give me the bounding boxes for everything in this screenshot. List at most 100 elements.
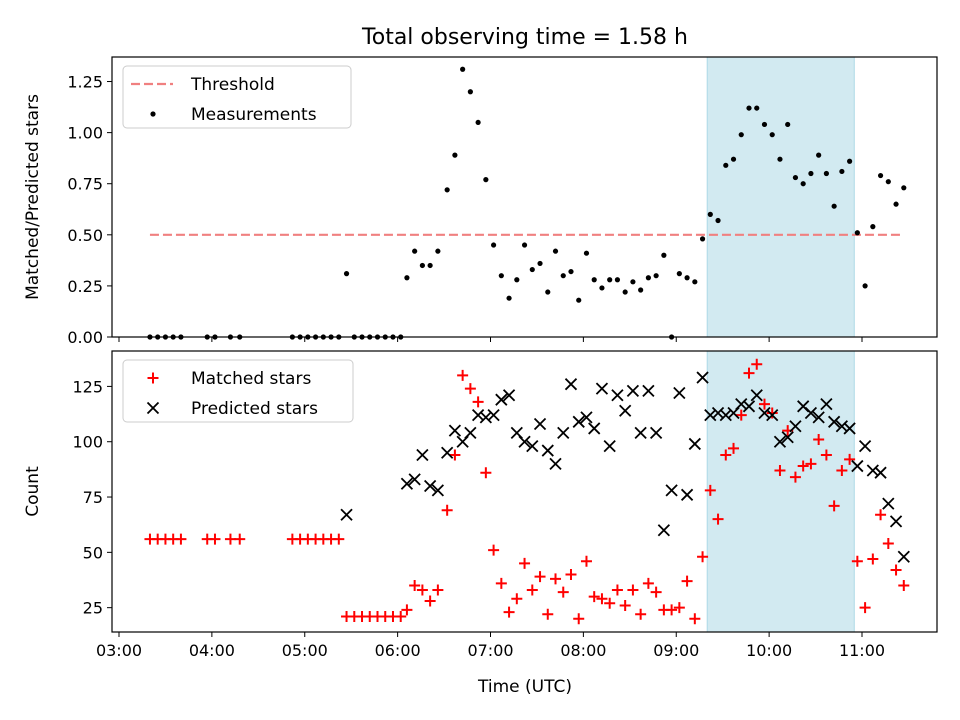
plus-point <box>813 434 825 446</box>
legend-label: Predicted stars <box>191 399 318 419</box>
plus-point <box>720 449 732 461</box>
plus-point <box>774 464 786 476</box>
legend-box <box>122 65 352 129</box>
legend-label: Measurements <box>191 105 317 125</box>
cross-point <box>789 420 802 433</box>
cross-point <box>642 384 655 397</box>
measurement-point <box>808 170 814 177</box>
cross-point <box>526 440 539 453</box>
measurement-point <box>839 168 845 175</box>
plus-point <box>401 604 413 616</box>
x-tick-label: 09:00 <box>653 641 699 660</box>
measurement-point <box>692 279 698 285</box>
plus-point <box>836 464 848 476</box>
bottom-highlight-span <box>706 350 855 633</box>
cross-point <box>541 444 554 457</box>
legend-handle-measurements <box>150 111 156 117</box>
measurement-point <box>607 277 613 283</box>
plus-point <box>743 367 755 379</box>
bottom-panel: 25 50 75 100 125 03:00 04:00 05:00 06:00 07:00 08:… <box>23 350 938 660</box>
top-axes-frame <box>111 56 938 338</box>
cross-point <box>487 409 500 422</box>
plus-point <box>681 575 693 587</box>
cross-point <box>549 457 562 470</box>
measurement-point <box>901 185 907 191</box>
cross-point <box>858 440 872 453</box>
cross-point <box>719 409 732 422</box>
plus-point <box>488 544 500 556</box>
measurement-point <box>870 224 876 230</box>
cross-point <box>431 484 445 497</box>
cross-point <box>564 378 578 391</box>
plus-point <box>480 467 492 479</box>
plus-point <box>416 584 428 596</box>
measurement-point <box>847 158 853 164</box>
measurement-point <box>661 252 667 258</box>
cross-point <box>696 371 709 384</box>
cross-point <box>735 397 748 411</box>
cross-point <box>464 426 477 440</box>
measurement-point <box>560 273 566 279</box>
measurement-point <box>761 121 768 128</box>
measurement-point <box>622 289 628 295</box>
cross-point <box>448 424 462 437</box>
cross-point <box>820 397 833 411</box>
y-tick-label: 1.00 <box>67 124 103 143</box>
plus-point <box>441 504 453 516</box>
figure-title: Total observing time = 1.58 h <box>361 25 688 50</box>
x-tick-label: 04:00 <box>189 641 235 660</box>
measurement-point <box>630 279 636 285</box>
measurement-point <box>638 287 644 293</box>
measurement-point <box>816 152 822 158</box>
cross-point <box>897 550 910 563</box>
plus-point <box>511 593 523 605</box>
measurement-point <box>854 230 860 236</box>
measurement-point <box>746 105 752 111</box>
cross-point <box>866 464 879 477</box>
cross-point <box>665 484 678 497</box>
cross-point <box>828 415 841 428</box>
measurement-point <box>730 156 737 162</box>
measurement-point <box>506 295 512 301</box>
bottom-legend: Matched stars Predicted stars <box>122 359 354 423</box>
plus-point <box>820 449 832 461</box>
plus-point <box>882 537 894 549</box>
plus-point <box>797 460 809 472</box>
plus-point <box>627 584 639 596</box>
cross-point <box>340 508 353 521</box>
plus-point <box>457 369 469 381</box>
measurement-point <box>893 201 899 207</box>
plus-point <box>333 533 345 545</box>
plus-point <box>635 608 647 620</box>
measurement-point <box>343 271 350 277</box>
measurement-point <box>699 236 706 242</box>
plus-point <box>409 580 421 592</box>
cross-point <box>843 422 856 435</box>
cross-point <box>595 382 609 395</box>
plus-point <box>472 396 484 408</box>
measurement-point <box>427 262 433 269</box>
plus-point <box>789 471 801 483</box>
measurement-point <box>460 66 466 72</box>
measurement-point <box>529 266 535 273</box>
measurement-point <box>467 89 473 95</box>
plus-point <box>580 555 592 567</box>
legend-label: Threshold <box>190 75 275 95</box>
plus-point <box>534 571 546 583</box>
cross-point <box>557 426 570 440</box>
measurement-point <box>877 172 884 179</box>
top-legend: Threshold Measurements <box>122 65 352 129</box>
measurement-point <box>823 170 829 177</box>
cross-point <box>688 437 701 451</box>
plus-point <box>596 593 608 605</box>
measurement-point <box>521 242 528 248</box>
plus-point <box>424 595 436 607</box>
y-tick-label: 25 <box>83 599 103 618</box>
plus-point <box>890 564 902 576</box>
measurement-point <box>723 162 729 168</box>
plus-point <box>395 611 407 623</box>
plus-point <box>859 602 871 614</box>
cross-point <box>889 515 903 528</box>
x-tick-label: 05:00 <box>282 641 328 660</box>
